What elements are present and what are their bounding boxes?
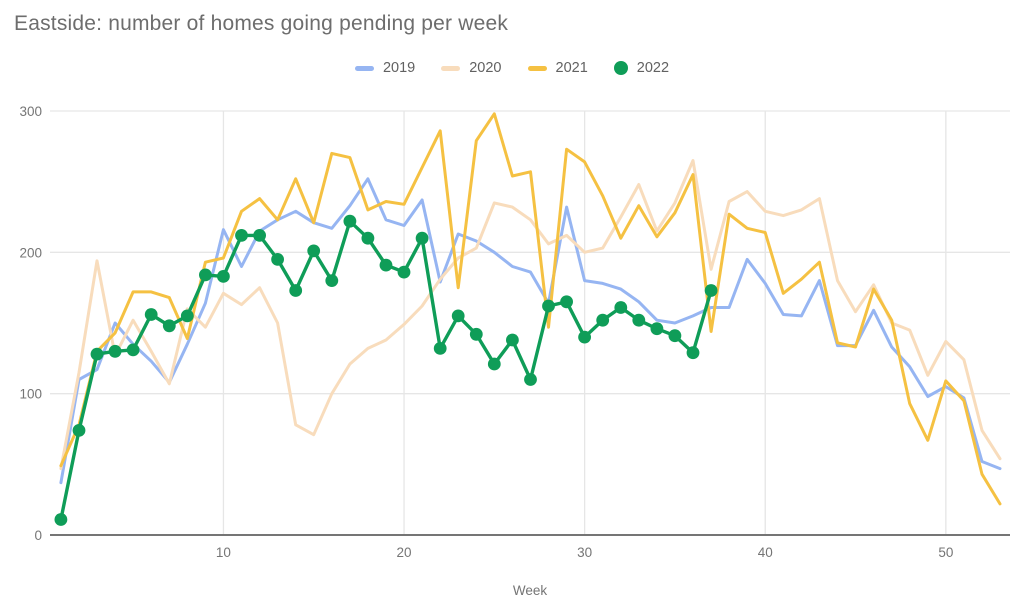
series-marker-2022 (686, 346, 700, 360)
series-marker-2022 (343, 214, 357, 228)
legend-item-2019: 2019 (354, 60, 416, 76)
x-axis-tick-label: 50 (938, 545, 953, 560)
series-marker-2022 (54, 513, 68, 526)
chart-plot: 0 100 200 300 10 20 30 40 50 Week (19, 104, 1010, 598)
series-marker-2022 (704, 284, 718, 297)
series-line-2020 (59, 159, 1002, 471)
x-axis-tick-label: 30 (577, 545, 592, 560)
series-marker-2022 (307, 244, 321, 258)
series-marker-2022 (361, 231, 375, 245)
series-marker-2022 (650, 322, 664, 336)
legend-label-2021: 2021 (555, 60, 588, 76)
series-marker-2022 (596, 313, 610, 327)
series-marker-2022 (199, 268, 212, 282)
x-axis-tick-label: 10 (216, 545, 231, 560)
legend-label-2019: 2019 (382, 60, 416, 76)
legend-label-2022: 2022 (636, 60, 670, 76)
series-marker-2022 (451, 309, 465, 323)
series-marker-2022 (217, 270, 230, 283)
x-axis-title: Week (513, 583, 548, 598)
series-marker-2022 (271, 253, 284, 266)
y-axis-tick-label: 200 (19, 245, 42, 260)
series-marker-2022 (180, 309, 194, 323)
series-marker-2022 (614, 301, 628, 314)
legend-swatch-2022 (613, 61, 628, 75)
series-marker-2022 (289, 284, 303, 297)
legend-swatch-2020 (441, 65, 461, 71)
series-marker-2022 (578, 330, 591, 344)
x-axis-tick-label: 40 (758, 545, 773, 560)
series-marker-2022 (506, 333, 519, 347)
series-marker-2022 (469, 327, 483, 341)
series-marker-2022 (433, 342, 447, 355)
chart-legend: 2019 2020 2021 2022 (0, 60, 1024, 76)
series-marker-2022 (162, 319, 176, 333)
series-marker-2022 (542, 299, 555, 313)
legend-item-2021: 2021 (527, 60, 588, 76)
legend-label-2020: 2020 (469, 60, 502, 76)
chart-title: Eastside: number of homes going pending … (14, 12, 509, 35)
y-axis-tick-label: 100 (19, 387, 42, 402)
legend-item-2022: 2022 (613, 60, 670, 76)
series-marker-2022 (397, 265, 411, 279)
legend-item-2020: 2020 (441, 60, 502, 76)
y-axis-tick-label: 300 (19, 104, 42, 119)
series-marker-2022 (668, 329, 682, 343)
series-marker-2022 (144, 308, 158, 321)
x-axis-tick-label: 20 (397, 545, 412, 560)
legend-swatch-2021 (527, 65, 547, 71)
y-axis-tick-label: 0 (34, 528, 42, 543)
series-marker-2022 (253, 229, 266, 242)
series-marker-2022 (560, 295, 573, 309)
series-marker-2022 (90, 347, 104, 361)
series-marker-2022 (487, 357, 501, 371)
series-line-2021 (59, 112, 1002, 506)
series-marker-2022 (126, 343, 140, 357)
series-marker-2022 (524, 373, 537, 386)
series-marker-2022 (325, 274, 339, 287)
legend-swatch-2019 (354, 65, 374, 71)
series-marker-2022 (108, 344, 122, 358)
series-marker-2022 (72, 424, 86, 437)
series-marker-2022 (632, 313, 646, 327)
series-marker-2022 (415, 231, 429, 245)
series-marker-2022 (379, 258, 393, 272)
series-marker-2022 (235, 229, 248, 242)
